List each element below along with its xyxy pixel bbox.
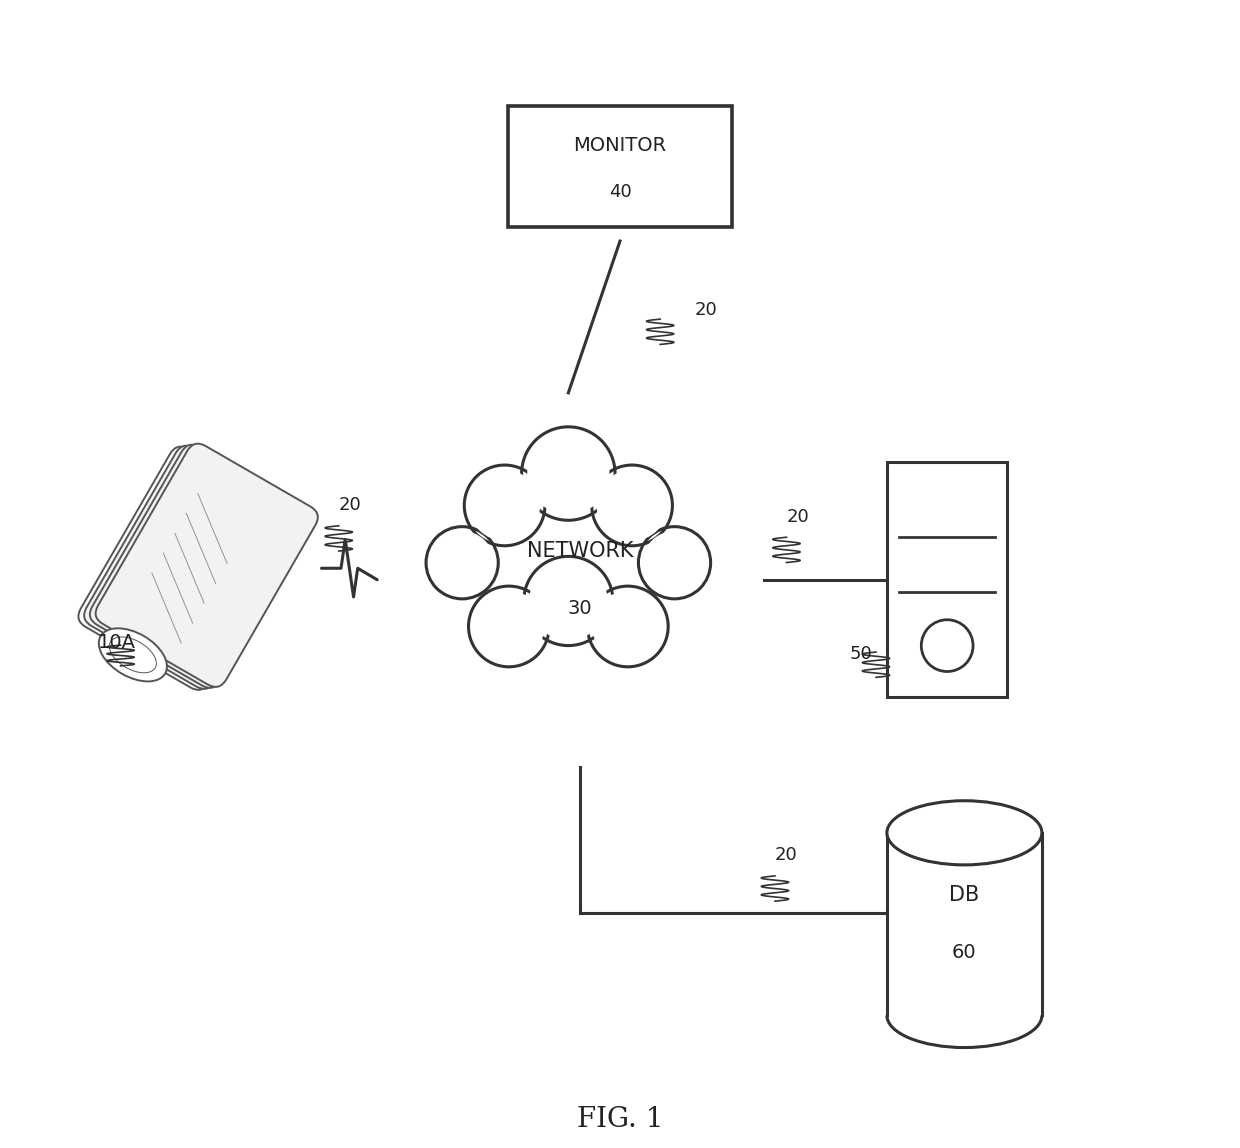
Circle shape	[596, 470, 667, 541]
Circle shape	[464, 465, 544, 545]
Circle shape	[430, 532, 494, 595]
Circle shape	[588, 587, 668, 667]
Text: 20: 20	[786, 507, 810, 526]
Circle shape	[427, 527, 498, 599]
FancyBboxPatch shape	[84, 445, 306, 689]
Circle shape	[591, 465, 672, 545]
Text: 50: 50	[849, 645, 873, 664]
Text: NETWORK: NETWORK	[527, 541, 634, 561]
Bar	[887, 461, 1007, 697]
Circle shape	[529, 561, 608, 641]
Text: FIG. 1: FIG. 1	[577, 1106, 663, 1133]
Ellipse shape	[887, 801, 1042, 864]
Ellipse shape	[99, 628, 167, 682]
Text: MONITOR: MONITOR	[573, 137, 667, 155]
Text: 20: 20	[775, 846, 797, 864]
Text: 10A: 10A	[98, 634, 135, 652]
Circle shape	[527, 433, 609, 514]
Circle shape	[469, 587, 549, 667]
Text: 20: 20	[339, 496, 362, 514]
Circle shape	[469, 470, 541, 541]
Bar	[508, 107, 732, 227]
Circle shape	[593, 591, 663, 662]
Bar	[887, 832, 1042, 1016]
Text: 60: 60	[952, 944, 977, 962]
Circle shape	[523, 557, 613, 645]
Ellipse shape	[109, 637, 156, 673]
Text: DB: DB	[950, 885, 980, 906]
FancyBboxPatch shape	[89, 444, 312, 688]
Text: 40: 40	[609, 183, 631, 201]
Circle shape	[522, 427, 615, 520]
Text: 20: 20	[694, 301, 718, 319]
FancyBboxPatch shape	[78, 447, 300, 690]
Circle shape	[639, 527, 711, 599]
Circle shape	[642, 532, 707, 595]
Circle shape	[474, 591, 544, 662]
Text: 30: 30	[568, 599, 593, 618]
FancyBboxPatch shape	[95, 443, 317, 687]
